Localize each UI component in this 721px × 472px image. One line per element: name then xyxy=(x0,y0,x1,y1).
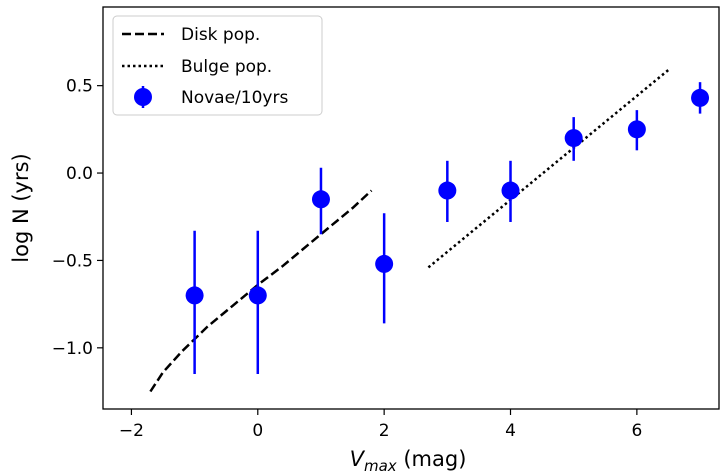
series-line-bulge xyxy=(427,68,670,269)
x-tick-label: 6 xyxy=(631,421,642,441)
series-line-disk xyxy=(149,189,373,393)
data-point xyxy=(311,190,330,209)
data-point xyxy=(375,254,394,273)
legend: Disk pop. Bulge pop. Novae/10yrs xyxy=(112,15,323,116)
legend-label: Bulge pop. xyxy=(181,57,272,77)
x-tick-label: 4 xyxy=(505,421,516,441)
x-tick-label: 0 xyxy=(252,421,263,441)
y-axis-label: log N (yrs) xyxy=(9,153,33,262)
axes: −2 0 2 4 6 −1.0 −0.5 0.0 0.5 xyxy=(52,6,720,441)
x-tick-label: −2 xyxy=(119,421,144,441)
data-point xyxy=(501,181,520,200)
x-axis-label-subscript: max xyxy=(364,457,397,472)
data-point xyxy=(185,286,204,305)
axes-frame xyxy=(102,6,720,410)
data-point xyxy=(691,88,710,107)
y-tick-label: −0.5 xyxy=(52,251,93,271)
data-point xyxy=(627,120,646,139)
x-tick-label: 2 xyxy=(379,421,390,441)
data-point xyxy=(248,286,267,305)
x-axis-label-unit: (mag) xyxy=(397,447,467,471)
legend-label: Disk pop. xyxy=(181,25,260,45)
plot-area xyxy=(149,68,710,393)
data-point xyxy=(438,181,457,200)
x-axis-label: Vmax (mag) xyxy=(350,447,467,472)
legend-label: Novae/10yrs xyxy=(181,88,288,108)
data-point xyxy=(564,129,583,148)
y-tick-label: 0.5 xyxy=(66,77,93,97)
legend-marker-point xyxy=(134,88,152,106)
y-tick-label: 0.0 xyxy=(66,164,93,184)
y-tick-label: −1.0 xyxy=(52,339,93,359)
legend-box xyxy=(112,15,323,116)
x-axis-label-main: V xyxy=(350,447,366,471)
